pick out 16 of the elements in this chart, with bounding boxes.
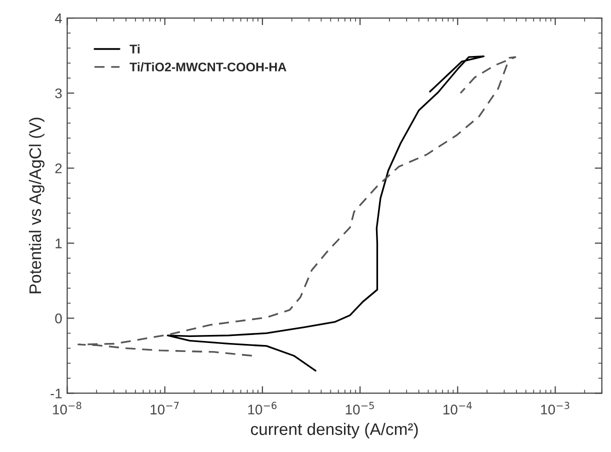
y-tick-label: 1: [56, 238, 62, 248]
legend-label: Ti: [130, 44, 140, 54]
x-tick-label: 10$^{−6}$: [248, 402, 277, 414]
y-tick-label: 4: [54, 14, 62, 24]
legend-label: Ti/TiO2-MWCNT-COOH-HA: [130, 62, 286, 72]
y-tick-label: 0: [55, 314, 62, 324]
y-axis-title: Potential vs Ag/AgCl (V): [28, 118, 44, 294]
x-tick-label: 10$^{−7}$: [150, 402, 179, 414]
y-tick-label: -1: [50, 388, 62, 398]
y-tick-label: 3: [55, 88, 62, 98]
x-tick-label: 10$^{−3}$: [541, 402, 570, 414]
x-tick-label: 10$^{−8}$: [53, 402, 82, 414]
y-tick-label: 2: [55, 163, 62, 174]
x-tick-label: 10$^{−4}$: [444, 402, 472, 414]
x-tick-label: 10$^{−5}$: [346, 402, 374, 414]
x-axis-title: current density (A/cm²): [250, 422, 418, 438]
